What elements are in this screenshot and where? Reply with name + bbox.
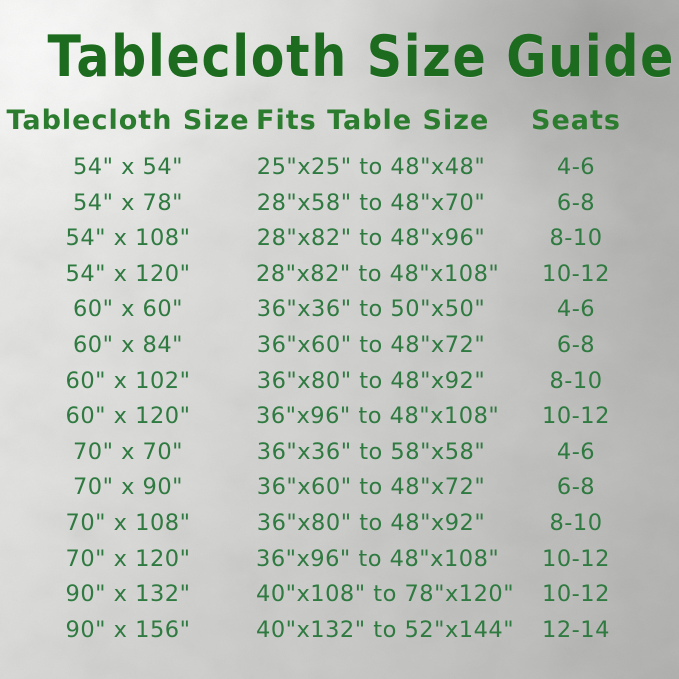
table-header-row: Tablecloth Size Fits Table Size Seats [0, 102, 679, 140]
table-cell: 40"x108" to 78"x120" [256, 581, 515, 608]
table-cell: 90" x 156" [65, 616, 191, 643]
table-row: 60" x 60" 36"x36" to 50"x50" 4-6 [0, 292, 666, 328]
column-header-fits-table-size: Fits Table Size [256, 105, 490, 136]
table-row: 70" x 108" 36"x80" to 48"x92" 8-10 [0, 506, 666, 542]
table-cell: 54" x 108" [65, 225, 191, 252]
table-cell: 6-8 [556, 189, 596, 216]
table-row: 60" x 84" 36"x60" to 48"x72" 6-8 [0, 328, 666, 364]
table-cell: 70" x 70" [72, 438, 184, 465]
table-cell: 36"x60" to 48"x72" [256, 474, 486, 501]
table-cell: 70" x 90" [72, 474, 184, 501]
table-cell: 60" x 120" [65, 403, 191, 430]
table-row: 60" x 102" 36"x80" to 48"x92" 8-10 [0, 364, 666, 400]
table-cell: 36"x80" to 48"x92" [256, 367, 486, 394]
table-cell: 10-12 [542, 545, 610, 572]
table-cell: 90" x 132" [65, 581, 191, 608]
table-cell: 12-14 [542, 616, 610, 643]
table-cell: 60" x 102" [65, 367, 191, 394]
table-row: 70" x 70" 36"x36" to 58"x58" 4-6 [0, 435, 666, 471]
table-cell: 10-12 [542, 403, 610, 430]
table-cell: 36"x96" to 48"x108" [256, 403, 500, 430]
table-cell: 4-6 [556, 154, 596, 180]
table-cell: 28"x82" to 48"x96" [256, 225, 486, 252]
table-cell: 54" x 120" [65, 260, 191, 287]
table-cell: 70" x 108" [65, 509, 191, 536]
table-cell: 10-12 [542, 581, 610, 608]
column-header-tablecloth-size: Tablecloth Size [6, 105, 250, 136]
table-cell: 54" x 54" [72, 154, 184, 180]
table-cell: 8-10 [549, 225, 603, 252]
table-cell: 8-10 [549, 367, 603, 394]
table-cell: 36"x36" to 50"x50" [256, 296, 486, 323]
table-cell: 4-6 [556, 438, 596, 465]
table-cell: 60" x 60" [72, 296, 184, 323]
table-row: 90" x 132" 40"x108" to 78"x120" 10-12 [0, 577, 666, 613]
table-cell: 70" x 120" [65, 545, 191, 572]
table-row: 70" x 90" 36"x60" to 48"x72" 6-8 [0, 470, 666, 506]
column-header-seats: Seats [531, 105, 621, 136]
table-row: 54" x 120" 28"x82" to 48"x108" 10-12 [0, 257, 666, 293]
table-cell: 36"x96" to 48"x108" [256, 545, 500, 572]
table-row: 70" x 120" 36"x96" to 48"x108" 10-12 [0, 542, 666, 578]
table-cell: 60" x 84" [72, 331, 184, 358]
table-cell: 10-12 [542, 260, 610, 287]
table-cell: 36"x80" to 48"x92" [256, 509, 486, 536]
table-row: 54" x 78" 28"x58" to 48"x70" 6-8 [0, 186, 666, 222]
table-cell: 36"x36" to 58"x58" [256, 438, 486, 465]
table-cell: 28"x58" to 48"x70" [256, 189, 486, 216]
table-row: 54" x 54" 25"x25" to 48"x48" 4-6 [0, 150, 666, 186]
table-row: 54" x 108" 28"x82" to 48"x96" 8-10 [0, 221, 666, 257]
table-row: 60" x 120" 36"x96" to 48"x108" 10-12 [0, 399, 666, 435]
size-table-body: 54" x 54" 25"x25" to 48"x48" 4-6 54" x 78" 2… [0, 150, 666, 648]
table-row: 90" x 156" 40"x132" to 52"x144" 12-14 [0, 613, 666, 649]
table-cell: 54" x 78" [72, 189, 184, 216]
table-cell: 4-6 [556, 296, 596, 323]
table-cell: 40"x132" to 52"x144" [256, 616, 515, 643]
table-cell: 25"x25" to 48"x48" [256, 154, 486, 180]
table-cell: 6-8 [556, 474, 596, 501]
table-cell: 6-8 [556, 331, 596, 358]
table-cell: 8-10 [549, 509, 603, 536]
table-cell: 36"x60" to 48"x72" [256, 331, 486, 358]
table-cell: 28"x82" to 48"x108" [256, 260, 500, 287]
page-title: Tablecloth Size Guide [47, 24, 676, 90]
